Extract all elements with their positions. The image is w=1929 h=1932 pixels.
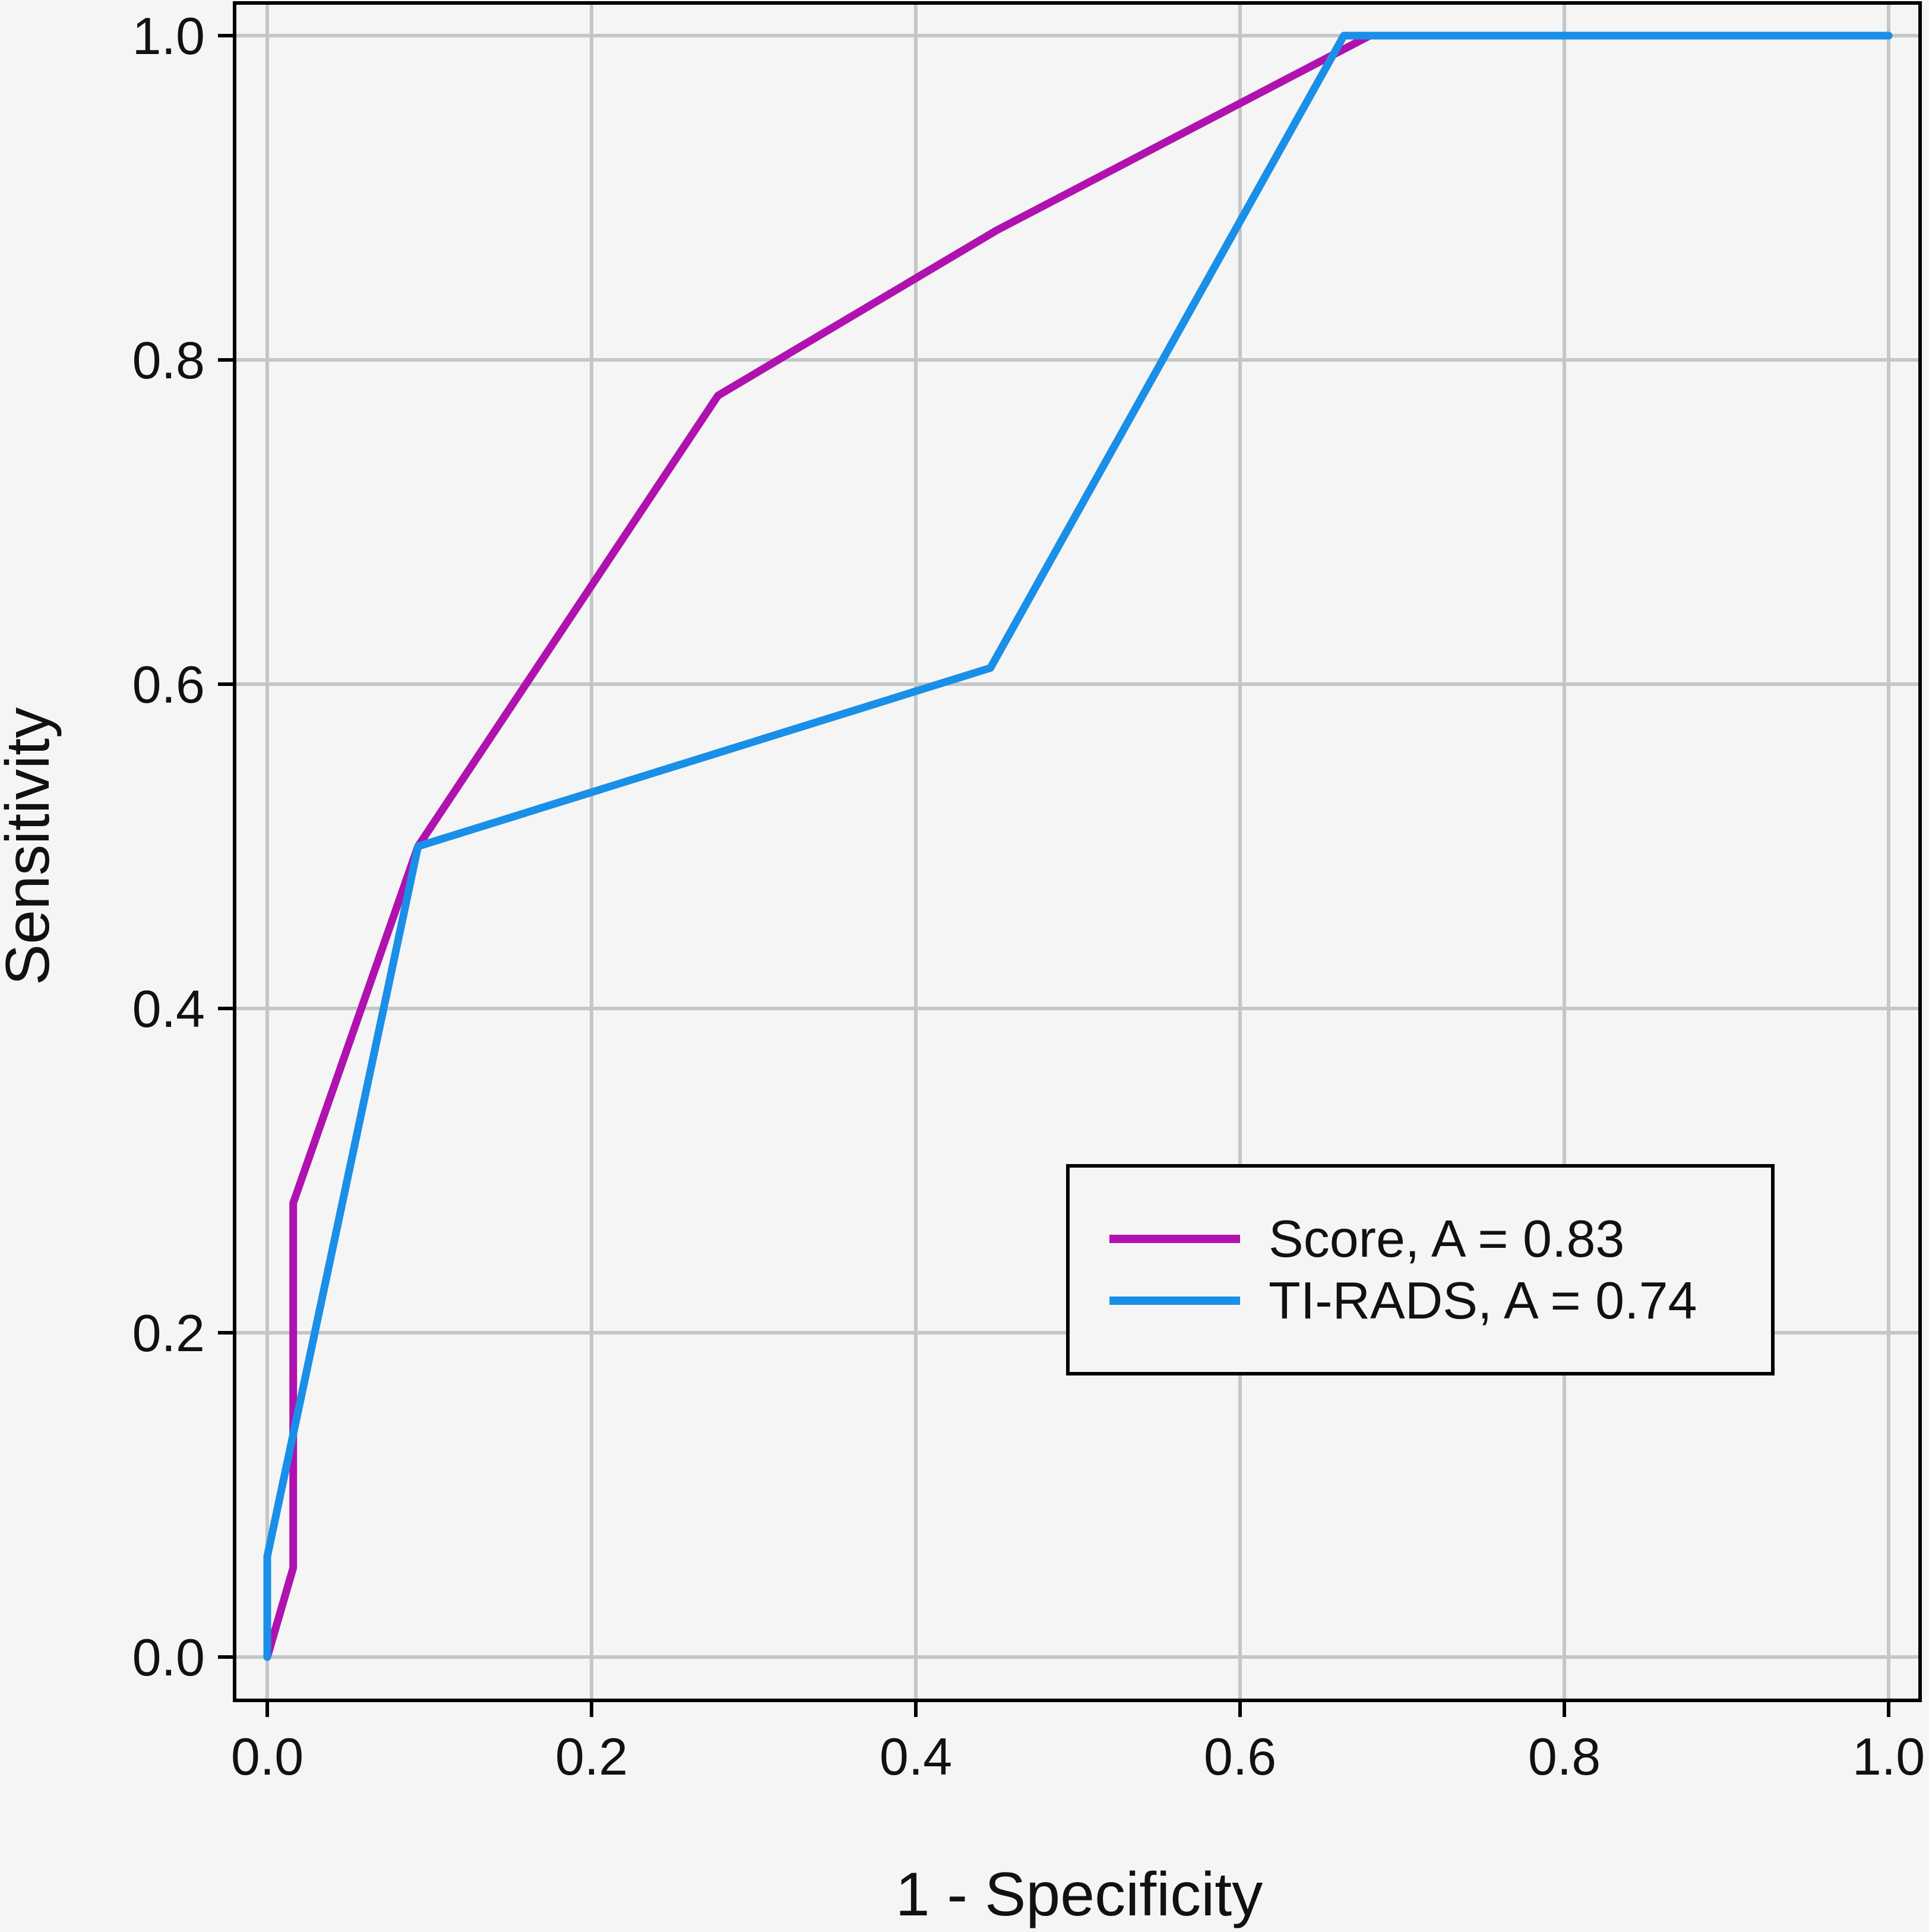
x-tick-label: 0.8: [1528, 1727, 1601, 1786]
series-line-score: [263, 31, 1893, 1661]
x-tick-label: 1.0: [1852, 1727, 1925, 1786]
series-lines: [263, 31, 1893, 1661]
legend-label-score: Score, A = 0.83: [1269, 1209, 1624, 1268]
grid: [235, 3, 1920, 1700]
x-tick-label: 0.0: [231, 1727, 303, 1786]
ticks: 0.0 0.2 0.4 0.6 0.8 1.0 0.0 0.2 0.4 0.6 0.8 1.0: [132, 7, 1925, 1786]
y-tick-label: 0.6: [132, 655, 205, 714]
x-tick-label: 0.6: [1204, 1727, 1276, 1786]
plot-frame: [233, 1, 1922, 1702]
y-tick-label: 0.0: [132, 1628, 205, 1687]
legend-box: [1066, 1164, 1775, 1376]
x-tick-label: 0.4: [880, 1727, 952, 1786]
y-tick-label: 0.8: [132, 331, 205, 390]
y-tick-label: 0.2: [132, 1304, 205, 1362]
series-line-ti-rads: [263, 31, 1893, 1661]
legend: Score, A = 0.83 TI-RADS, A = 0.74: [1066, 1164, 1775, 1376]
x-tick-label: 0.2: [555, 1727, 628, 1786]
y-tick-label: 1.0: [132, 7, 205, 65]
y-tick-label: 0.4: [132, 979, 205, 1038]
legend-label-ti-rads: TI-RADS, A = 0.74: [1269, 1271, 1697, 1330]
y-axis-title: Sensitivity: [0, 707, 62, 985]
x-axis-title: 1 - Specificity: [896, 1860, 1263, 1929]
